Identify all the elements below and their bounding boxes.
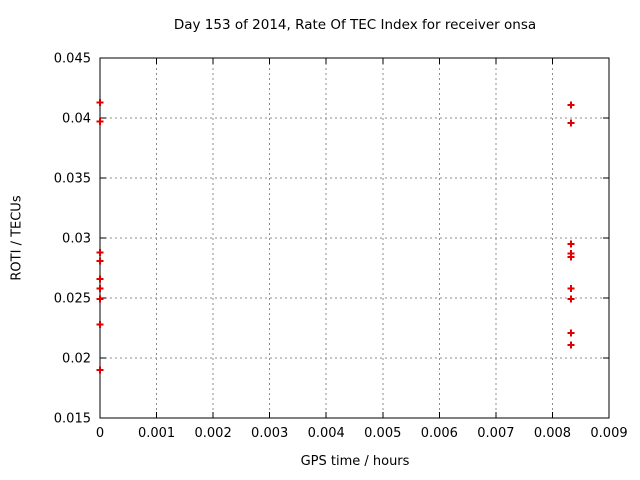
y-tick-label: 0.045 — [54, 52, 91, 67]
x-tick-label: 0.009 — [590, 426, 627, 441]
y-tick-label: 0.035 — [54, 172, 91, 187]
y-axis-title: ROTI / TECUs — [9, 195, 25, 281]
x-tick-label: 0.007 — [477, 426, 514, 441]
x-tick-label: 0.004 — [308, 426, 345, 441]
x-tick-label: 0.002 — [195, 426, 232, 441]
x-axis-title: GPS time / hours — [300, 454, 410, 469]
x-tick-label: 0 — [96, 426, 104, 441]
y-tick-label: 0.02 — [62, 352, 91, 367]
y-tick-label: 0.04 — [62, 112, 91, 127]
x-tick-label: 0.001 — [138, 426, 175, 441]
x-tick-label: 0.003 — [251, 426, 288, 441]
plot-border — [99, 57, 610, 419]
x-tick-label: 0.008 — [534, 426, 571, 441]
y-tick-label: 0.015 — [54, 412, 91, 427]
chart-title: Day 153 of 2014, Rate Of TEC Index for r… — [173, 17, 537, 33]
y-tick-label: 0.03 — [62, 232, 91, 247]
x-tick-label: 0.006 — [421, 426, 458, 441]
x-tick-label: 0.005 — [364, 426, 401, 441]
y-tick-label: 0.025 — [54, 292, 91, 307]
